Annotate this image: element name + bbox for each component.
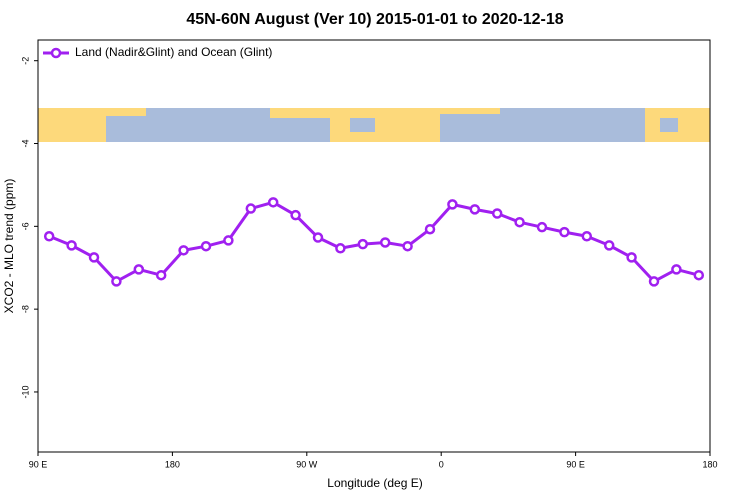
- data-point: [111, 276, 122, 287]
- map-land: [330, 108, 440, 142]
- data-point: [133, 264, 145, 275]
- data-point: [469, 204, 481, 215]
- data-point: [536, 221, 548, 233]
- data-point: [200, 240, 212, 252]
- data-point: [357, 238, 369, 250]
- legend-marker: [50, 47, 62, 59]
- x-tick-label: 90 E: [566, 459, 585, 469]
- data-point: [402, 240, 413, 252]
- x-axis-label: Longitude (deg E): [327, 476, 422, 490]
- y-axis-label: XCO2 - MLO trend (ppm): [2, 179, 16, 314]
- data-point: [290, 209, 301, 221]
- map-band: [38, 108, 710, 142]
- x-tick-label: 180: [165, 459, 180, 469]
- y-tick-label: -2: [20, 57, 30, 65]
- data-point: [312, 232, 324, 243]
- map-land: [270, 108, 330, 118]
- y-tick-label: -10: [20, 385, 30, 398]
- plot-frame: [37, 39, 711, 453]
- data-point: [693, 269, 705, 281]
- data-point: [626, 252, 637, 263]
- data-point: [335, 243, 346, 254]
- map-land: [440, 108, 500, 114]
- map-land: [106, 108, 146, 116]
- data-point: [447, 199, 458, 210]
- data-point: [43, 231, 55, 242]
- data-point: [581, 231, 593, 242]
- y-tick-label: -6: [20, 222, 30, 230]
- series-line: [48, 200, 700, 283]
- map-water: [350, 118, 375, 132]
- data-point: [178, 245, 189, 256]
- data-point: [424, 223, 436, 235]
- legend-text: Land (Nadir&Glint) and Ocean (Glint): [75, 45, 272, 59]
- data-point: [603, 240, 615, 251]
- data-point: [559, 226, 570, 238]
- x-tick-label: 0: [439, 459, 444, 469]
- data-point: [648, 276, 660, 287]
- x-tick-label: 90 E: [29, 459, 48, 469]
- data-point: [514, 216, 525, 228]
- data-point: [245, 203, 257, 214]
- data-point: [379, 237, 391, 248]
- data-point: [267, 197, 279, 208]
- y-tick-label: -8: [20, 305, 30, 313]
- data-point: [155, 269, 167, 281]
- chart-title: 45N-60N August (Ver 10) 2015-01-01 to 20…: [186, 11, 563, 28]
- x-tick-label: 180: [702, 459, 717, 469]
- data-point: [491, 208, 503, 219]
- data-point: [66, 240, 77, 251]
- data-point: [88, 252, 100, 263]
- map-water: [660, 118, 678, 132]
- data-point: [223, 235, 234, 246]
- map-land: [38, 108, 106, 142]
- y-tick-label: -4: [20, 140, 30, 148]
- x-tick-label: 90 W: [296, 459, 318, 469]
- data-point: [671, 264, 682, 275]
